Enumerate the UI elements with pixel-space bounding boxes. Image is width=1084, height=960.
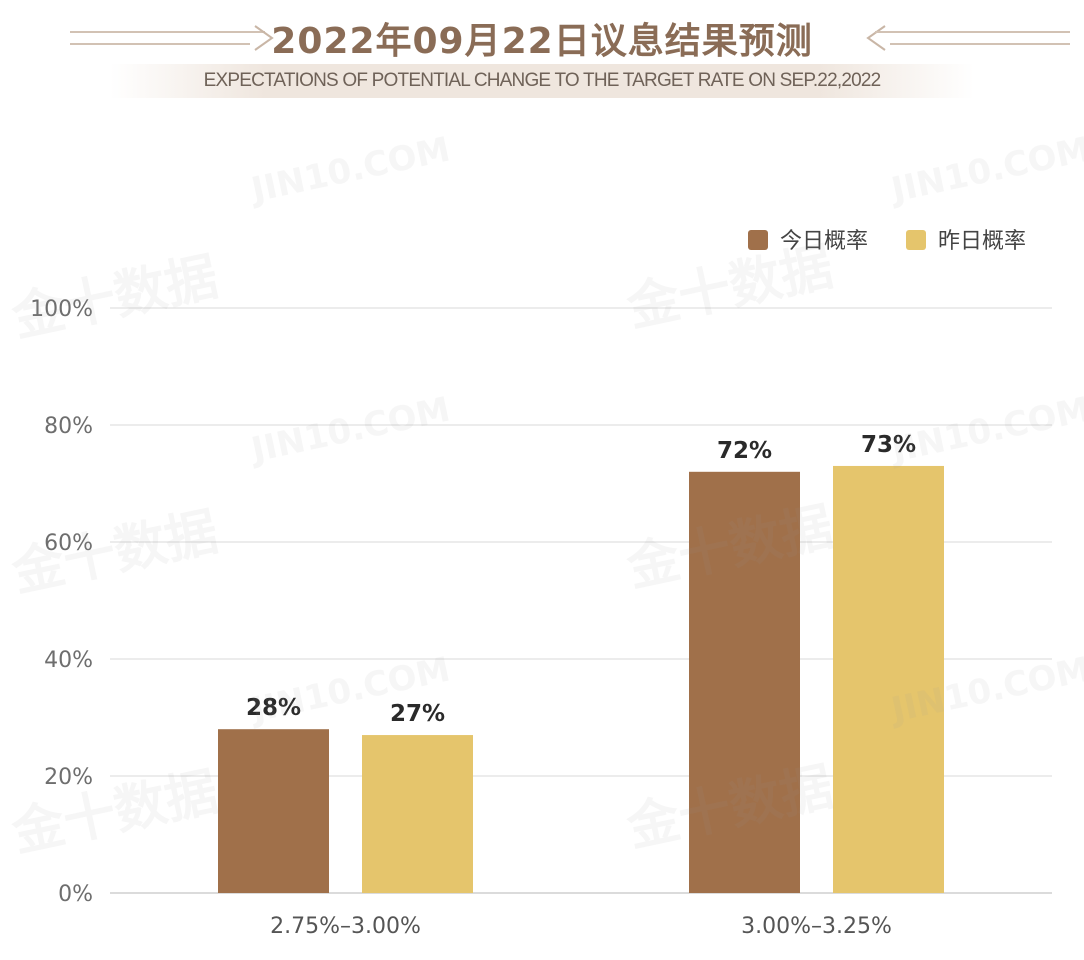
x-axis-tick-labels: 2.75%–3.00% 3.00%–3.25% <box>270 914 892 939</box>
chart-title: 2022年09月22日议息结果预测 <box>271 21 813 62</box>
right-title-ornament <box>866 25 1070 51</box>
x-tick-label: 3.00%–3.25% <box>741 914 892 939</box>
y-tick-label: 20% <box>44 765 93 790</box>
legend-swatch <box>906 230 926 250</box>
subtitle-band <box>110 64 974 98</box>
bar <box>833 465 944 893</box>
legend-label: 昨日概率 <box>938 229 1026 254</box>
chart-subtitle: EXPECTATIONS OF POTENTIAL CHANGE TO THE … <box>203 70 882 91</box>
bar-value-label: 27% <box>390 701 445 727</box>
y-axis-tick-labels: 0% 20% 40% 60% 80% 100% <box>30 297 93 907</box>
chart-header: 2022年09月22日议息结果预测 EXPECTATIONS OF POTENT… <box>0 0 1084 110</box>
data-labels: 28% 27% 72% 73% <box>246 432 916 727</box>
legend: 今日概率 昨日概率 <box>748 229 1026 254</box>
bar-value-label: 73% <box>861 432 916 458</box>
legend-swatch <box>748 230 768 250</box>
bar <box>689 471 800 893</box>
bars <box>218 465 944 893</box>
y-tick-label: 100% <box>30 297 93 322</box>
x-tick-label: 2.75%–3.00% <box>270 914 421 939</box>
y-tick-label: 0% <box>58 882 93 907</box>
bar-value-label: 72% <box>717 438 772 464</box>
bar <box>218 729 329 893</box>
y-tick-label: 80% <box>44 414 93 439</box>
bar-value-label: 28% <box>246 695 301 721</box>
y-tick-label: 40% <box>44 648 93 673</box>
y-tick-label: 60% <box>44 531 93 556</box>
legend-label: 今日概率 <box>780 229 868 254</box>
left-title-ornament <box>70 25 274 51</box>
bar <box>362 735 473 893</box>
